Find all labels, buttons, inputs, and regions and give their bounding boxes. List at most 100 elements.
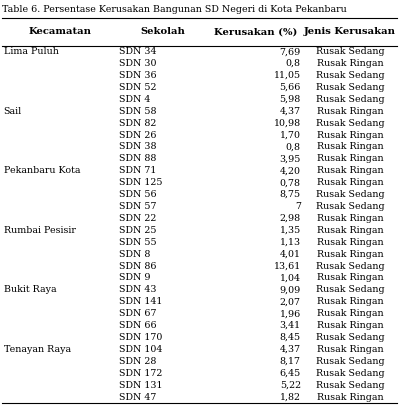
Text: SDN 36: SDN 36 (119, 71, 157, 80)
Text: SDN 141: SDN 141 (119, 297, 163, 306)
Text: 4,37: 4,37 (280, 345, 301, 354)
Text: SDN 88: SDN 88 (119, 154, 157, 163)
Text: Rusak Sedang: Rusak Sedang (316, 190, 384, 199)
Text: SDN 104: SDN 104 (119, 345, 163, 354)
Text: 5,22: 5,22 (280, 381, 301, 390)
Text: Sekolah: Sekolah (140, 28, 185, 36)
Text: Pekanbaru Kota: Pekanbaru Kota (4, 166, 80, 175)
Text: 6,45: 6,45 (280, 369, 301, 378)
Text: 2,98: 2,98 (280, 214, 301, 223)
Text: 5,66: 5,66 (279, 83, 301, 92)
Text: Rusak Ringan: Rusak Ringan (317, 59, 383, 68)
Text: Rusak Ringan: Rusak Ringan (317, 214, 383, 223)
Text: Rusak Sedang: Rusak Sedang (316, 95, 384, 104)
Text: Rusak Ringan: Rusak Ringan (317, 166, 383, 175)
Text: Lima Puluh: Lima Puluh (4, 47, 59, 56)
Text: SDN 172: SDN 172 (119, 369, 163, 378)
Text: Jenis Kerusakan: Jenis Kerusakan (304, 28, 396, 36)
Text: Kerusakan (%): Kerusakan (%) (214, 28, 297, 36)
Text: 7,69: 7,69 (280, 47, 301, 56)
Text: Rusak Ringan: Rusak Ringan (317, 297, 383, 306)
Text: 5,98: 5,98 (280, 95, 301, 104)
Text: 7: 7 (295, 202, 301, 211)
Text: Rusak Ringan: Rusak Ringan (317, 273, 383, 282)
Text: SDN 58: SDN 58 (119, 107, 157, 116)
Text: SDN 52: SDN 52 (119, 83, 157, 92)
Text: 1,96: 1,96 (280, 309, 301, 318)
Text: 9,09: 9,09 (280, 286, 301, 294)
Text: SDN 8: SDN 8 (119, 249, 151, 259)
Text: SDN 38: SDN 38 (119, 143, 157, 151)
Text: SDN 43: SDN 43 (119, 286, 157, 294)
Text: SDN 9: SDN 9 (119, 273, 151, 282)
Text: Rusak Sedang: Rusak Sedang (316, 381, 384, 390)
Text: Rumbai Pesisir: Rumbai Pesisir (4, 226, 75, 235)
Text: Table 6. Persentase Kerusakan Bangunan SD Negeri di Kota Pekanbaru: Table 6. Persentase Kerusakan Bangunan S… (2, 5, 347, 14)
Text: Rusak Sedang: Rusak Sedang (316, 357, 384, 366)
Text: 3,95: 3,95 (279, 154, 301, 163)
Text: SDN 170: SDN 170 (119, 333, 163, 342)
Text: Rusak Ringan: Rusak Ringan (317, 226, 383, 235)
Text: SDN 55: SDN 55 (119, 238, 157, 247)
Text: Rusak Ringan: Rusak Ringan (317, 130, 383, 140)
Text: Rusak Ringan: Rusak Ringan (317, 345, 383, 354)
Text: Rusak Ringan: Rusak Ringan (317, 238, 383, 247)
Text: Rusak Ringan: Rusak Ringan (317, 249, 383, 259)
Text: 3,41: 3,41 (280, 321, 301, 330)
Text: SDN 47: SDN 47 (119, 392, 157, 401)
Text: Rusak Ringan: Rusak Ringan (317, 143, 383, 151)
Text: Rusak Sedang: Rusak Sedang (316, 71, 384, 80)
Text: 10,98: 10,98 (274, 119, 301, 128)
Text: 4,01: 4,01 (280, 249, 301, 259)
Text: 0,8: 0,8 (286, 143, 301, 151)
Text: Sail: Sail (4, 107, 22, 116)
Text: 4,20: 4,20 (280, 166, 301, 175)
Text: SDN 66: SDN 66 (119, 321, 157, 330)
Text: SDN 26: SDN 26 (119, 130, 157, 140)
Text: 0,8: 0,8 (286, 59, 301, 68)
Text: 8,75: 8,75 (280, 190, 301, 199)
Text: 1,82: 1,82 (280, 392, 301, 401)
Text: Rusak Ringan: Rusak Ringan (317, 309, 383, 318)
Text: Rusak Sedang: Rusak Sedang (316, 83, 384, 92)
Text: 1,35: 1,35 (280, 226, 301, 235)
Text: SDN 71: SDN 71 (119, 166, 157, 175)
Text: SDN 25: SDN 25 (119, 226, 157, 235)
Text: SDN 82: SDN 82 (119, 119, 157, 128)
Text: SDN 22: SDN 22 (119, 214, 157, 223)
Text: 4,37: 4,37 (280, 107, 301, 116)
Text: SDN 67: SDN 67 (119, 309, 157, 318)
Text: SDN 30: SDN 30 (119, 59, 157, 68)
Text: 8,45: 8,45 (280, 333, 301, 342)
Text: Kecamatan: Kecamatan (28, 28, 91, 36)
Text: Bukit Raya: Bukit Raya (4, 286, 56, 294)
Text: SDN 56: SDN 56 (119, 190, 157, 199)
Text: Rusak Ringan: Rusak Ringan (317, 392, 383, 401)
Text: Rusak Ringan: Rusak Ringan (317, 178, 383, 187)
Text: 8,17: 8,17 (280, 357, 301, 366)
Text: Rusak Ringan: Rusak Ringan (317, 154, 383, 163)
Text: 2,07: 2,07 (280, 297, 301, 306)
Text: Rusak Sedang: Rusak Sedang (316, 47, 384, 56)
Text: Rusak Ringan: Rusak Ringan (317, 107, 383, 116)
Text: Rusak Ringan: Rusak Ringan (317, 321, 383, 330)
Text: SDN 131: SDN 131 (119, 381, 163, 390)
Text: Rusak Sedang: Rusak Sedang (316, 202, 384, 211)
Text: 1,70: 1,70 (280, 130, 301, 140)
Text: Rusak Sedang: Rusak Sedang (316, 369, 384, 378)
Text: Rusak Sedang: Rusak Sedang (316, 262, 384, 271)
Text: SDN 34: SDN 34 (119, 47, 157, 56)
Text: 13,61: 13,61 (274, 262, 301, 271)
Text: SDN 125: SDN 125 (119, 178, 163, 187)
Text: Rusak Sedang: Rusak Sedang (316, 333, 384, 342)
Text: Rusak Sedang: Rusak Sedang (316, 286, 384, 294)
Text: SDN 86: SDN 86 (119, 262, 157, 271)
Text: Tenayan Raya: Tenayan Raya (4, 345, 71, 354)
Text: SDN 57: SDN 57 (119, 202, 157, 211)
Text: SDN 28: SDN 28 (119, 357, 157, 366)
Text: SDN 4: SDN 4 (119, 95, 151, 104)
Text: 1,13: 1,13 (280, 238, 301, 247)
Text: 0,78: 0,78 (280, 178, 301, 187)
Text: 1,04: 1,04 (280, 273, 301, 282)
Text: Rusak Sedang: Rusak Sedang (316, 119, 384, 128)
